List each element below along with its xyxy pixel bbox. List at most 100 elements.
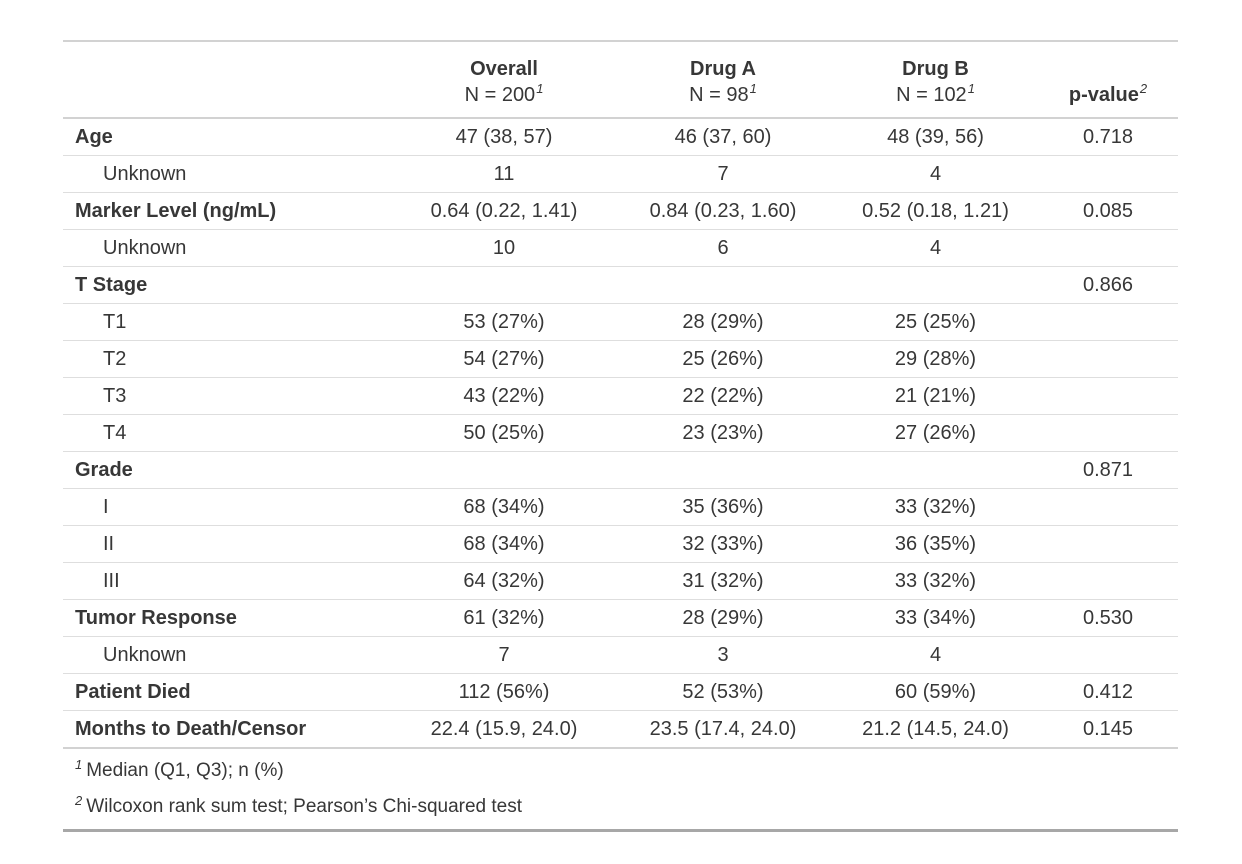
overall-cell: 53 (27%)	[395, 303, 613, 341]
drug-a-cell: 28 (29%)	[613, 303, 833, 341]
column-title: Overall	[470, 58, 538, 80]
column-title: Drug A	[690, 58, 756, 80]
row-label: Months to Death/Censor	[63, 710, 395, 749]
drug-a-cell: 35 (36%)	[613, 488, 833, 526]
row-label: T Stage	[63, 266, 395, 304]
overall-cell: 43 (22%)	[395, 377, 613, 415]
p-value-cell: 0.866	[1038, 266, 1178, 304]
drug-a-cell: 25 (26%)	[613, 340, 833, 378]
footnote-mark: 1	[75, 756, 83, 772]
table-body: Age 47 (38, 57) 46 (37, 60) 48 (39, 56) 0.71…	[63, 118, 1178, 749]
overall-cell: 68 (34%)	[395, 525, 613, 563]
drug-a-cell: 46 (37, 60)	[613, 118, 833, 156]
row-label: T4	[63, 414, 395, 452]
drug-a-cell	[613, 266, 833, 304]
table-row: I 68 (34%) 35 (36%) 33 (32%)	[63, 488, 1178, 526]
table-row: T2 54 (27%) 25 (26%) 29 (28%)	[63, 340, 1178, 378]
drug-a-cell: 52 (53%)	[613, 673, 833, 711]
p-value-cell	[1038, 155, 1178, 193]
footnote-1: 1 Median (Q1, Q3); n (%)	[63, 748, 1178, 789]
drug-a-cell: 23.5 (17.4, 24.0)	[613, 710, 833, 749]
drug-b-cell: 4	[833, 155, 1038, 193]
table-row: Unknown 7 3 4	[63, 636, 1178, 674]
footnote-mark: 2	[75, 792, 83, 808]
drug-b-cell: 48 (39, 56)	[833, 118, 1038, 156]
table-row: III 64 (32%) 31 (32%) 33 (32%)	[63, 562, 1178, 600]
p-value-cell	[1038, 377, 1178, 415]
row-label: T1	[63, 303, 395, 341]
table-row: T1 53 (27%) 28 (29%) 25 (25%)	[63, 303, 1178, 341]
overall-cell	[395, 266, 613, 304]
column-title: p-value2	[1068, 81, 1148, 106]
row-label: Marker Level (ng/mL)	[63, 192, 395, 230]
column-n: N = 2001	[464, 81, 544, 106]
table-row: T3 43 (22%) 22 (22%) 21 (21%)	[63, 377, 1178, 415]
column-header-drug-a: Drug A N = 981	[613, 41, 833, 119]
drug-a-cell	[613, 451, 833, 489]
drug-a-cell: 28 (29%)	[613, 599, 833, 637]
drug-b-cell: 33 (32%)	[833, 488, 1038, 526]
footnote-mark: 1	[967, 81, 975, 97]
row-label: Unknown	[63, 229, 395, 267]
table-row: Months to Death/Censor 22.4 (15.9, 24.0) 2…	[63, 710, 1178, 749]
table-header: Overall N = 2001 Drug A N = 981 Drug B N…	[63, 41, 1178, 119]
table-row: II 68 (34%) 32 (33%) 36 (35%)	[63, 525, 1178, 563]
p-value-cell: 0.085	[1038, 192, 1178, 230]
drug-a-cell: 0.84 (0.23, 1.60)	[613, 192, 833, 230]
row-label: T2	[63, 340, 395, 378]
footnote-row: 1 Median (Q1, Q3); n (%)	[63, 748, 1178, 789]
footnote-mark: 1	[536, 81, 544, 97]
table-row: Patient Died 112 (56%) 52 (53%) 60 (59%) 0.4…	[63, 673, 1178, 711]
p-value-cell	[1038, 340, 1178, 378]
table-row: Tumor Response 61 (32%) 28 (29%) 33 (34%) 0.…	[63, 599, 1178, 637]
footnote-text: Wilcoxon rank sum test; Pearson’s Chi-sq…	[86, 796, 523, 817]
overall-cell: 22.4 (15.9, 24.0)	[395, 710, 613, 749]
drug-b-cell: 36 (35%)	[833, 525, 1038, 563]
drug-a-cell: 22 (22%)	[613, 377, 833, 415]
overall-cell: 64 (32%)	[395, 562, 613, 600]
column-n: N = 1021	[896, 81, 975, 106]
table-row: T4 50 (25%) 23 (23%) 27 (26%)	[63, 414, 1178, 452]
overall-cell: 47 (38, 57)	[395, 118, 613, 156]
p-value-cell: 0.145	[1038, 710, 1178, 749]
row-label: Patient Died	[63, 673, 395, 711]
column-header-drug-b: Drug B N = 1021	[833, 41, 1038, 119]
summary-table: Overall N = 2001 Drug A N = 981 Drug B N…	[63, 40, 1178, 832]
p-value-cell	[1038, 414, 1178, 452]
summary-table-container: Overall N = 2001 Drug A N = 981 Drug B N…	[63, 40, 1178, 832]
footnote-text: Median (Q1, Q3); n (%)	[86, 760, 284, 781]
row-label: T3	[63, 377, 395, 415]
drug-b-cell	[833, 266, 1038, 304]
overall-cell: 7	[395, 636, 613, 674]
column-title: Drug B	[902, 58, 969, 80]
overall-cell: 68 (34%)	[395, 488, 613, 526]
drug-b-cell: 4	[833, 636, 1038, 674]
overall-cell: 50 (25%)	[395, 414, 613, 452]
row-label: Tumor Response	[63, 599, 395, 637]
table-row: Marker Level (ng/mL) 0.64 (0.22, 1.41) 0.8…	[63, 192, 1178, 230]
overall-cell: 112 (56%)	[395, 673, 613, 711]
table-row: Unknown 11 7 4	[63, 155, 1178, 193]
overall-cell: 61 (32%)	[395, 599, 613, 637]
drug-b-cell: 4	[833, 229, 1038, 267]
drug-a-cell: 23 (23%)	[613, 414, 833, 452]
drug-b-cell: 33 (32%)	[833, 562, 1038, 600]
table-row: Age 47 (38, 57) 46 (37, 60) 48 (39, 56) 0.71…	[63, 118, 1178, 156]
drug-a-cell: 6	[613, 229, 833, 267]
overall-cell: 10	[395, 229, 613, 267]
p-value-cell: 0.530	[1038, 599, 1178, 637]
p-value-cell: 0.718	[1038, 118, 1178, 156]
drug-b-cell: 21 (21%)	[833, 377, 1038, 415]
table-row: Unknown 10 6 4	[63, 229, 1178, 267]
footnote-2: 2 Wilcoxon rank sum test; Pearson’s Chi-s…	[63, 789, 1178, 831]
footnote-row: 2 Wilcoxon rank sum test; Pearson’s Chi-s…	[63, 789, 1178, 831]
drug-b-cell: 33 (34%)	[833, 599, 1038, 637]
p-value-cell	[1038, 562, 1178, 600]
overall-cell: 54 (27%)	[395, 340, 613, 378]
column-header-label-stub	[63, 41, 395, 119]
column-n: N = 981	[689, 81, 757, 106]
header-row: Overall N = 2001 Drug A N = 981 Drug B N…	[63, 41, 1178, 119]
drug-b-cell: 60 (59%)	[833, 673, 1038, 711]
row-label: II	[63, 525, 395, 563]
footnote-mark: 1	[749, 81, 757, 97]
